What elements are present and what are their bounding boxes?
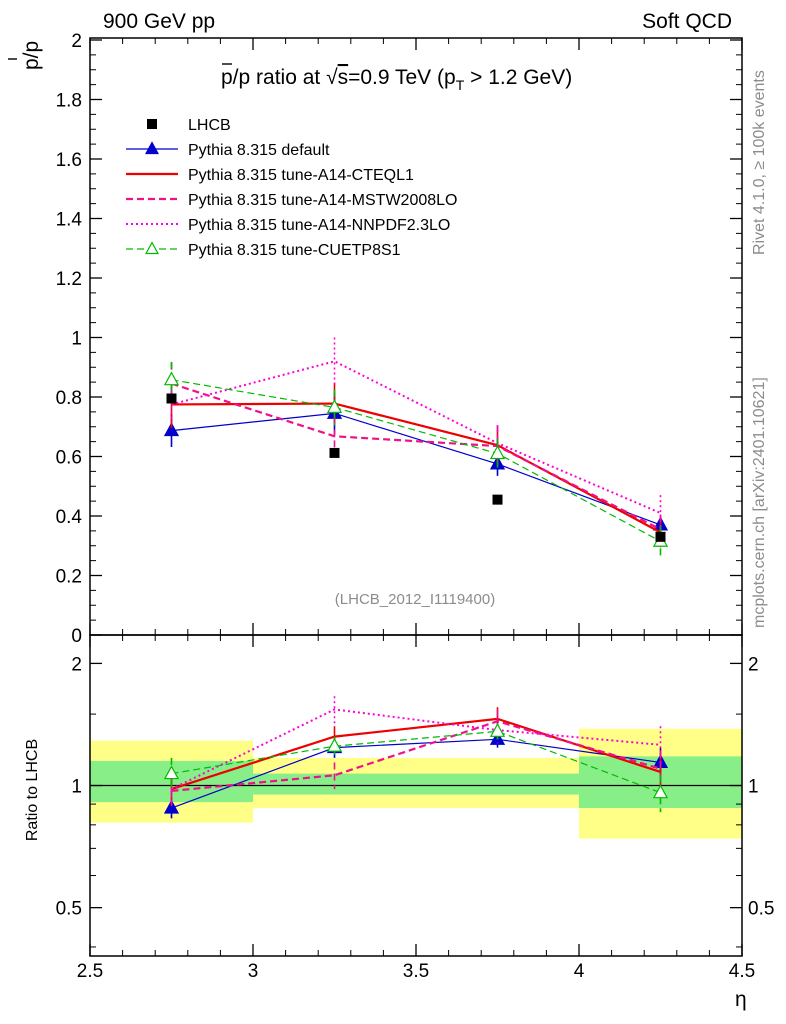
y-tick-label: 1.4 — [56, 210, 83, 231]
ratio-y-tick-label: 1 — [71, 777, 82, 798]
legend: LHCB Pythia 8.315 default Pythia 8.315 tun… — [126, 117, 457, 259]
data-point — [166, 393, 177, 404]
legend-label: Pythia 8.315 tune-A14-MSTW2008LO — [188, 192, 457, 209]
legend-data-marker — [147, 119, 157, 129]
y-tick-label: 1.8 — [56, 91, 82, 112]
analysis-id: (LHCB_2012_I1119400) — [335, 591, 495, 608]
y-tick-label: 2 — [71, 31, 82, 52]
series-line — [171, 412, 661, 526]
tick-labels: 0 0.2 0.4 0.6 0.8 1 1.2 1.4 1.6 1.8 2 2.5 3 3.5 4 4.5 0.… — [56, 31, 775, 982]
ratio-y-tick-label-right: 1 — [748, 777, 759, 798]
legend-label: Pythia 8.315 tune-A14-CTEQL1 — [188, 167, 414, 184]
ratio-marker — [163, 799, 180, 814]
rivet-label: Rivet 4.1.0, ≥ 100k events — [751, 70, 768, 255]
ratio-marker — [652, 784, 669, 799]
legend-label: Pythia 8.315 default — [188, 142, 330, 159]
data-point — [492, 494, 503, 505]
y-tick-label: 1 — [71, 329, 82, 350]
ratio-y-tick-label-right: 2 — [748, 654, 759, 675]
x-tick-label: 3 — [248, 961, 259, 982]
data-point — [329, 447, 340, 458]
ratio-y-tick-label-right: 0.5 — [748, 899, 774, 920]
series-2 — [170, 362, 662, 545]
title-tail: > 1.2 GeV) — [464, 66, 572, 89]
ratio-line — [171, 738, 661, 809]
series-4 — [163, 361, 669, 557]
mcplots-label: mcplots.cern.ch [arXiv:2401.10621] — [751, 377, 768, 628]
series-line — [171, 402, 662, 534]
ratio-line — [171, 720, 661, 792]
ratio-line — [171, 708, 661, 790]
series-marker — [326, 399, 343, 413]
title-rest: =0.9 TeV (p — [348, 66, 456, 89]
legend-marker — [144, 241, 160, 255]
y-tick-label: 1.2 — [56, 269, 82, 290]
y-tick-label: 0.6 — [56, 448, 82, 469]
series-line — [171, 379, 661, 542]
ratio-marker — [326, 737, 343, 752]
chart-title: p/p ratio at √s=0.9 TeV (pT > 1.2 GeV) — [221, 63, 572, 93]
series-1 — [170, 380, 662, 548]
series-0 — [163, 392, 669, 534]
legend-label: Pythia 8.315 tune-A14-NNPDF2.3LO — [188, 217, 450, 234]
svg-text:p/p ratio at √s=0.9 TeV (pT >: p/p ratio at √s=0.9 TeV (pT > 1.2 GeV) — [221, 66, 572, 93]
series-line — [171, 360, 661, 514]
title-main: p/p ratio at — [221, 66, 326, 89]
title-sub: T — [456, 77, 465, 93]
header-right: Soft QCD — [642, 10, 732, 33]
y-axis-label: p/p — [8, 41, 43, 70]
ratio-series-group — [163, 696, 669, 819]
y-tick-label: 0.2 — [56, 567, 82, 588]
ratio-y-tick-label: 0.5 — [56, 899, 82, 920]
legend-marker — [144, 141, 160, 155]
series-line — [171, 382, 662, 531]
x-tick-label: 3.5 — [403, 961, 429, 982]
series-3 — [170, 337, 662, 531]
x-tick-label: 4 — [574, 961, 585, 982]
x-tick-label: 4.5 — [729, 961, 755, 982]
ratio-series-4 — [163, 722, 669, 813]
series-marker — [163, 422, 180, 437]
axis-ticks — [89, 38, 743, 956]
title-sqrt: s — [338, 66, 349, 89]
y-tick-label: 0 — [71, 626, 82, 647]
ratio-line — [171, 730, 661, 794]
ratio-marker — [489, 722, 506, 737]
x-axis-label: η — [735, 988, 747, 1011]
y-tick-label: 1.6 — [56, 150, 82, 171]
band-stat — [416, 773, 579, 795]
lhcb-data — [166, 393, 666, 542]
ratio-y-tick-label: 2 — [71, 654, 82, 675]
data-point — [655, 531, 666, 542]
title-sqrt-symbol: √ — [326, 66, 338, 89]
series-marker — [163, 371, 180, 386]
x-tick-label: 2.5 — [77, 961, 103, 982]
series-marker — [489, 445, 506, 460]
ratio-marker — [163, 765, 180, 780]
y-tick-label: 0.8 — [56, 388, 82, 409]
legend-data-label: LHCB — [188, 117, 231, 134]
ratio-y-axis-label: Ratio to LHCB — [24, 739, 41, 841]
main-series-group — [163, 337, 669, 557]
header-left: 900 GeV pp — [103, 10, 215, 33]
legend-label: Pythia 8.315 tune-CUETP8S1 — [188, 242, 401, 259]
y-tick-label: 0.4 — [56, 507, 83, 528]
svg-text:p/p: p/p — [20, 41, 43, 70]
